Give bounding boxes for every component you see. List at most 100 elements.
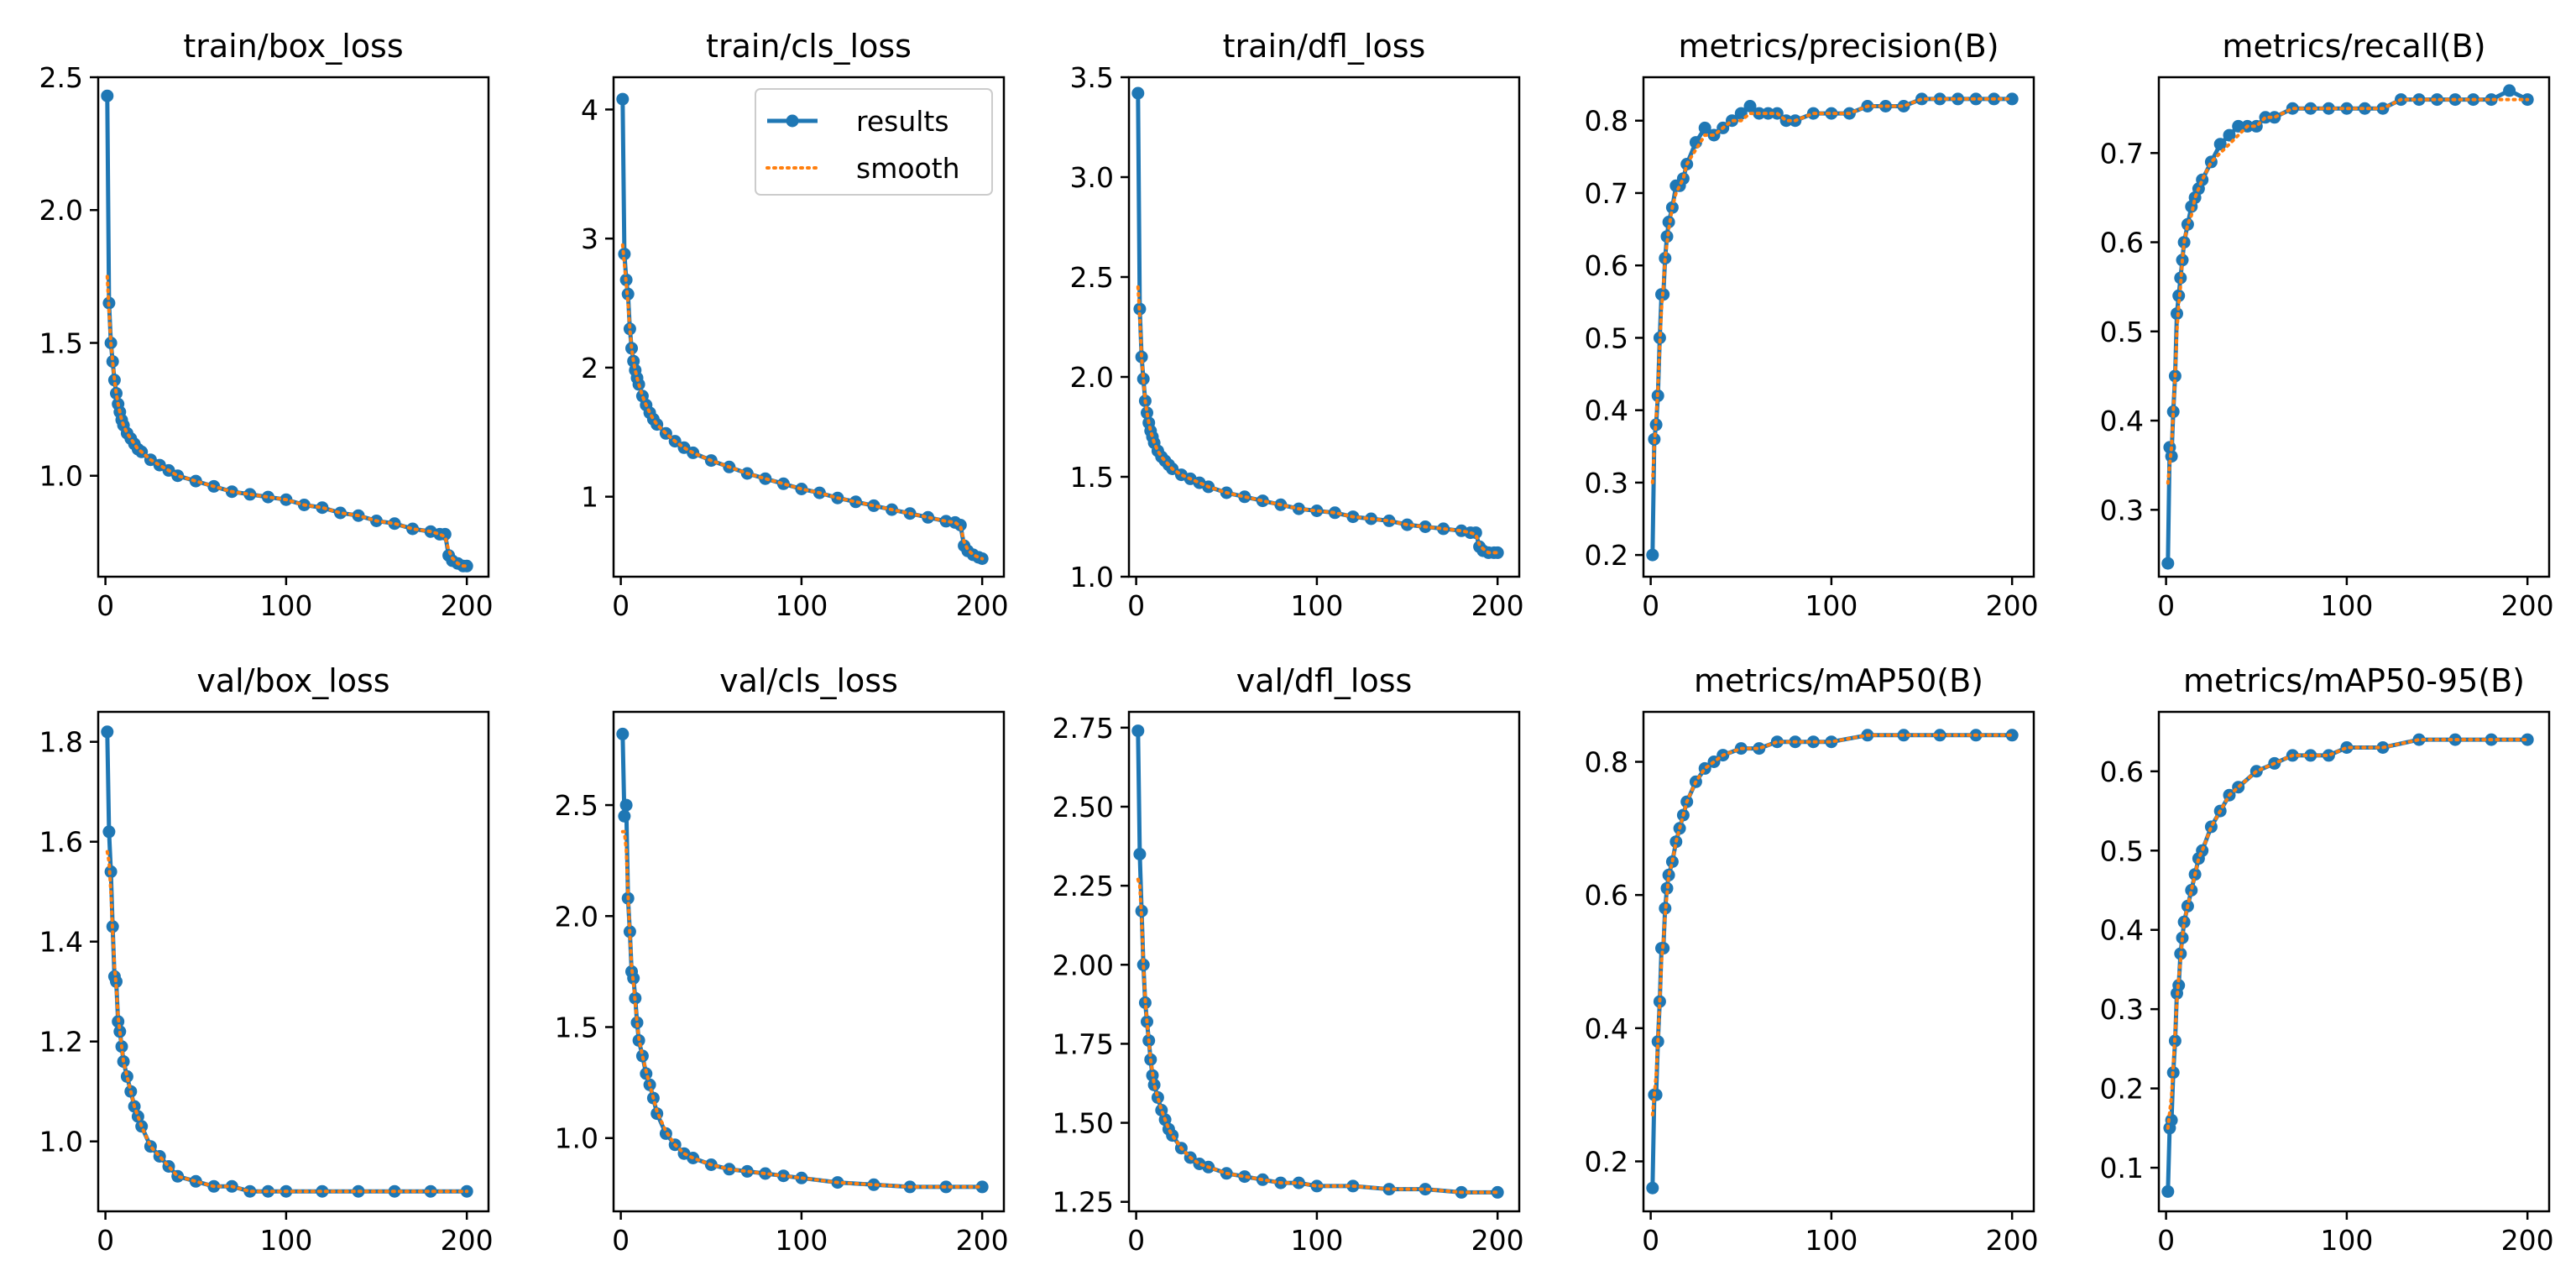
results-point — [1649, 1088, 1663, 1101]
y-tick-label: 2.75 — [1053, 712, 1114, 745]
y-tick-label: 1.75 — [1053, 1027, 1114, 1060]
series-smooth-line — [1136, 877, 1500, 1195]
x-tick-label: 100 — [775, 589, 828, 622]
results-point — [1897, 100, 1910, 112]
y-tick-label: 2.00 — [1053, 949, 1114, 981]
y-tick-label: 0.6 — [2100, 227, 2144, 259]
x-tick-label: 0 — [97, 589, 114, 622]
y-tick-label: 0.5 — [2100, 316, 2144, 348]
y-tick-label: 1.0 — [39, 1126, 83, 1158]
chart-title: train/box_loss — [183, 28, 403, 65]
chart-title: metrics/precision(B) — [1678, 28, 1999, 65]
results-point — [1753, 742, 1766, 756]
results-point — [2161, 1184, 2175, 1198]
x-tick-label: 0 — [1642, 589, 1659, 622]
results-point — [316, 1184, 329, 1198]
results-point — [2161, 557, 2175, 570]
x-tick-label: 100 — [259, 589, 312, 622]
chart-title: val/box_loss — [196, 662, 389, 699]
results-point — [1660, 230, 1674, 243]
y-tick-label: 4 — [581, 93, 598, 126]
results-point — [2174, 271, 2187, 285]
axes-frame — [612, 76, 1006, 578]
y-tick-label: 3.5 — [1070, 61, 1114, 94]
x-tick-label: 0 — [612, 1224, 630, 1257]
results-point — [1698, 121, 1711, 134]
axes-frame — [97, 76, 490, 578]
x-tick-label: 200 — [2501, 589, 2554, 622]
legend-label-results: results — [856, 105, 949, 138]
results-point — [102, 825, 116, 839]
axes-frame — [1127, 76, 1521, 578]
results-point — [243, 1184, 257, 1198]
results-point — [261, 490, 274, 504]
axes-frame — [2157, 710, 2551, 1213]
x-tick-label: 0 — [612, 589, 630, 622]
series-smooth-line — [620, 243, 985, 561]
results-point — [619, 798, 633, 812]
chart-title: train/cls_loss — [706, 28, 912, 65]
results-point — [2358, 102, 2371, 115]
x-tick-label: 200 — [1471, 589, 1524, 622]
results-point — [2213, 138, 2227, 151]
results-point — [1969, 92, 1983, 106]
x-tick-label: 0 — [2157, 1224, 2175, 1257]
x-tick-label: 0 — [1127, 1224, 1145, 1257]
results-point — [1382, 514, 1396, 527]
axes-frame — [2157, 76, 2551, 578]
y-tick-label: 1.2 — [39, 1026, 83, 1059]
results-point — [2165, 1113, 2178, 1127]
series-smooth-line — [1136, 285, 1500, 555]
results-point — [1419, 1183, 1432, 1196]
results-point — [2223, 128, 2236, 142]
x-tick-label: 200 — [1986, 1224, 2039, 1257]
y-tick-label: 2.25 — [1053, 870, 1114, 902]
y-tick-label: 2.0 — [555, 900, 598, 933]
results-point — [1155, 1104, 1168, 1116]
y-tick-label: 1.0 — [39, 460, 83, 493]
y-tick-label: 0.4 — [1585, 1012, 1628, 1045]
results-point — [2005, 92, 2019, 106]
series-smooth-line — [105, 274, 469, 568]
results-point — [2166, 405, 2180, 418]
y-tick-label: 2.0 — [1070, 361, 1114, 394]
results-point — [922, 510, 935, 524]
y-tick-label: 0.3 — [1585, 467, 1628, 499]
y-tick-label: 0.2 — [1585, 1146, 1628, 1179]
axes-frame — [1642, 76, 2035, 578]
y-tick-label: 1.5 — [555, 1012, 598, 1044]
x-tick-label: 0 — [97, 1224, 114, 1257]
y-tick-label: 0.6 — [2100, 756, 2144, 788]
y-tick-label: 1.5 — [39, 327, 83, 359]
x-tick-label: 100 — [259, 1224, 312, 1257]
results-point — [1133, 848, 1147, 860]
legend-results-marker — [786, 114, 799, 128]
results-point — [975, 1180, 989, 1194]
results-point — [623, 322, 636, 336]
results-point — [1136, 372, 1150, 385]
y-tick-label: 1.50 — [1053, 1107, 1114, 1140]
results-point — [2185, 884, 2198, 897]
series-smooth-line — [1650, 97, 2014, 484]
y-tick-label: 0.5 — [2100, 834, 2144, 867]
results-point — [406, 522, 420, 536]
results-point — [1646, 1181, 1659, 1195]
results-point — [1135, 904, 1148, 918]
x-tick-label: 0 — [2157, 589, 2175, 622]
y-tick-label: 0.7 — [1585, 177, 1628, 210]
chart-title: val/cls_loss — [719, 662, 898, 699]
results-point — [1825, 735, 1838, 749]
results-point — [1469, 526, 1482, 540]
x-tick-label: 0 — [1642, 1224, 1659, 1257]
chart-title: metrics/mAP50-95(B) — [2183, 662, 2525, 699]
results-point — [1649, 418, 1663, 431]
y-tick-label: 0.8 — [1585, 105, 1628, 138]
y-tick-label: 1.0 — [1070, 561, 1114, 593]
y-tick-label: 0.6 — [1585, 879, 1628, 912]
results-point — [1238, 1170, 1251, 1184]
